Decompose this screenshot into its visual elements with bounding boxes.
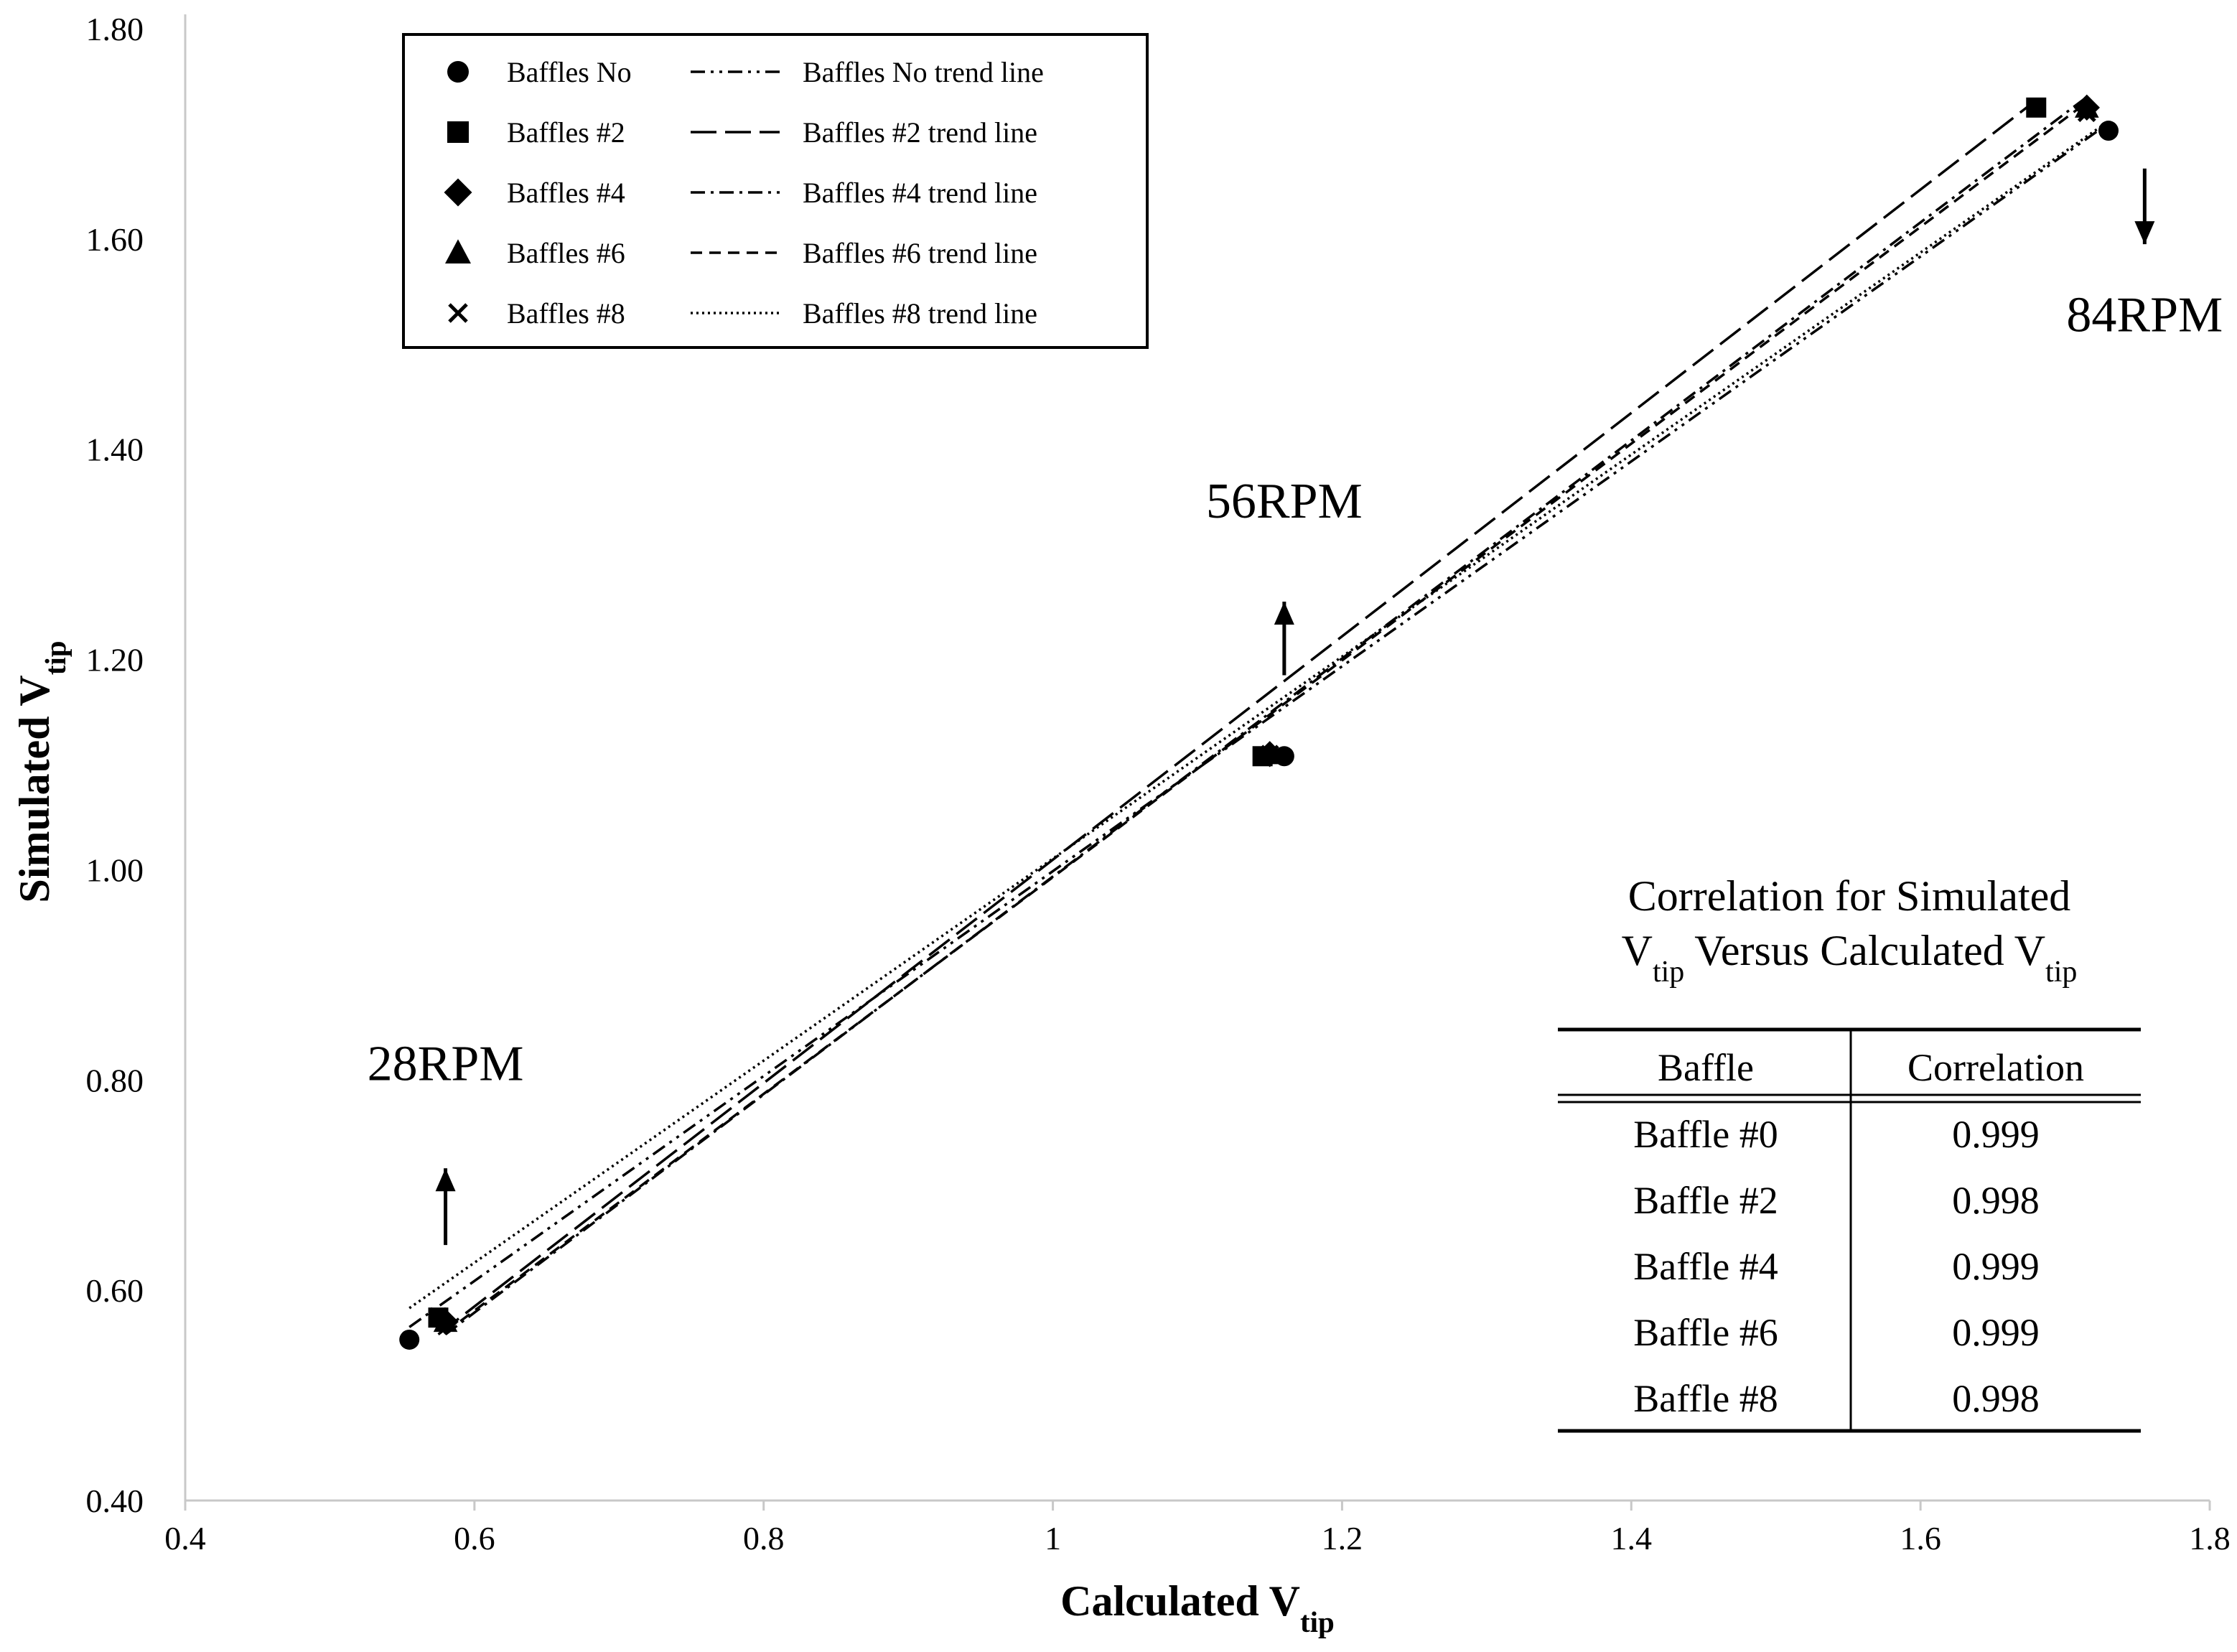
correlation-table: Correlation for Simulated Vtip Versus Cal… [1558, 872, 2141, 1433]
data-point-stroke-b [1260, 745, 1279, 764]
trend-lines [408, 95, 2110, 1336]
y-tick-label: 1.80 [86, 11, 144, 47]
legend-trend-label: Baffles #2 trend line [803, 116, 1037, 149]
table-header-cell: Baffle [1658, 1046, 1754, 1089]
rpm-label: 84RPM [2066, 288, 2223, 343]
data-point [1260, 745, 1279, 764]
data-point [2074, 95, 2099, 118]
rpm-arrow [1274, 602, 1294, 676]
data-markers [399, 94, 2119, 1350]
x-tick-label: 0.6 [454, 1520, 495, 1557]
y-axis-title-main: Simulated V [11, 675, 58, 902]
x-axis-title-sub: tip [1300, 1605, 1335, 1638]
table-cell-correlation: 0.999 [1952, 1245, 2040, 1288]
y-tick-label: 1.40 [86, 431, 144, 468]
data-point [433, 1309, 458, 1333]
legend-label: Baffles #2 [507, 116, 625, 149]
data-point [399, 1329, 420, 1350]
table-cell-baffle: Baffle #2 [1633, 1179, 1778, 1222]
table-header-cell: Correlation [1907, 1046, 2084, 1089]
x-tick-label: 0.4 [164, 1520, 206, 1557]
table-cell-correlation: 0.999 [1952, 1311, 2040, 1354]
x-axis-title-main: Calculated V [1060, 1577, 1300, 1625]
table-cell-correlation: 0.998 [1952, 1179, 2040, 1222]
trend-line [444, 101, 2088, 1334]
legend-marker [445, 239, 471, 263]
data-point [2098, 121, 2119, 141]
legend-marker [447, 121, 469, 143]
y-tick-label: 1.20 [86, 642, 144, 678]
axes: 0.4 0.6 0.8 1 1.2 1.4 1.6 1.8 0.40 0.60 0.80 1.00 1.… [11, 11, 2231, 1638]
y-tick-label: 1.00 [86, 851, 144, 888]
x-tick-label: 1.8 [2189, 1520, 2231, 1557]
table-title-line1: Correlation for Simulated [1628, 872, 2071, 920]
legend-marker-stroke-b [448, 303, 468, 323]
x-tick-label: 1.4 [1611, 1520, 1653, 1557]
legend-marker [444, 178, 472, 207]
legend-trend-label: Baffles #6 trend line [803, 237, 1037, 269]
y-tick-label: 0.40 [86, 1483, 144, 1519]
table-cell-baffle: Baffle #4 [1633, 1245, 1778, 1288]
data-point-stroke-b [2077, 103, 2096, 123]
table-title-part: tip [2045, 956, 2077, 989]
data-point [2026, 97, 2047, 118]
y-tick-label: 0.60 [86, 1272, 144, 1309]
table-cell-baffle: Baffle #8 [1633, 1377, 1778, 1420]
trend-line [444, 95, 2088, 1336]
data-point-stroke-b [429, 1307, 448, 1326]
x-tick-label: 1.6 [1900, 1520, 1941, 1557]
data-point [2077, 103, 2096, 123]
y-axis-title: Simulated Vtip [11, 640, 72, 902]
y-tick-label: 1.60 [86, 221, 144, 258]
legend-trend-label: Baffles #8 trend line [803, 297, 1037, 330]
table-cell-correlation: 0.999 [1952, 1113, 2040, 1156]
legend-label: Baffles #6 [507, 237, 625, 269]
legend-label: Baffles #4 [507, 177, 625, 209]
legend-label: Baffles #8 [507, 297, 625, 330]
table-cell-correlation: 0.998 [1952, 1377, 2040, 1420]
legend-box [402, 33, 1149, 349]
rpm-arrow [435, 1168, 456, 1246]
rpm-annotations: 28RPM 56RPM 84RPM [368, 168, 2223, 1246]
data-point [429, 1307, 448, 1326]
y-axis-title-sub: tip [39, 640, 72, 675]
table-title-line2: Vtip Versus Calculated Vtip [1622, 927, 2078, 989]
legend-trend-label: Baffles #4 trend line [803, 177, 1037, 209]
legend-marker [448, 303, 468, 323]
y-tick-label: 0.80 [86, 1062, 144, 1098]
trend-line [408, 120, 2110, 1310]
x-tick-label: 0.8 [743, 1520, 785, 1557]
legend-label: Baffles No [507, 56, 632, 88]
rpm-arrow-head [2134, 221, 2155, 245]
rpm-label: 28RPM [368, 1036, 524, 1091]
x-tick-label: 1 [1045, 1520, 1061, 1557]
legend: Baffles No Baffles No trend line Baffles #… [402, 33, 1149, 349]
rpm-label: 56RPM [1206, 474, 1363, 529]
legend-trend-label: Baffles No trend line [803, 56, 1044, 88]
x-tick-label: 1.2 [1322, 1520, 1363, 1557]
table-cell-baffle: Baffle #6 [1633, 1311, 1778, 1354]
legend-marker [447, 61, 469, 83]
trend-line [437, 99, 2037, 1336]
rpm-arrow [2134, 168, 2155, 245]
table-cell-baffle: Baffle #0 [1633, 1113, 1778, 1156]
x-axis-title: Calculated Vtip [1060, 1577, 1335, 1638]
rpm-arrow-head [435, 1168, 456, 1192]
table-title-part: Versus Calculated V [1684, 927, 2045, 974]
rpm-arrow-head [1274, 602, 1294, 625]
table-title-part: V [1622, 927, 1653, 974]
trend-line [408, 122, 2110, 1328]
table-title-part: tip [1653, 956, 1684, 989]
